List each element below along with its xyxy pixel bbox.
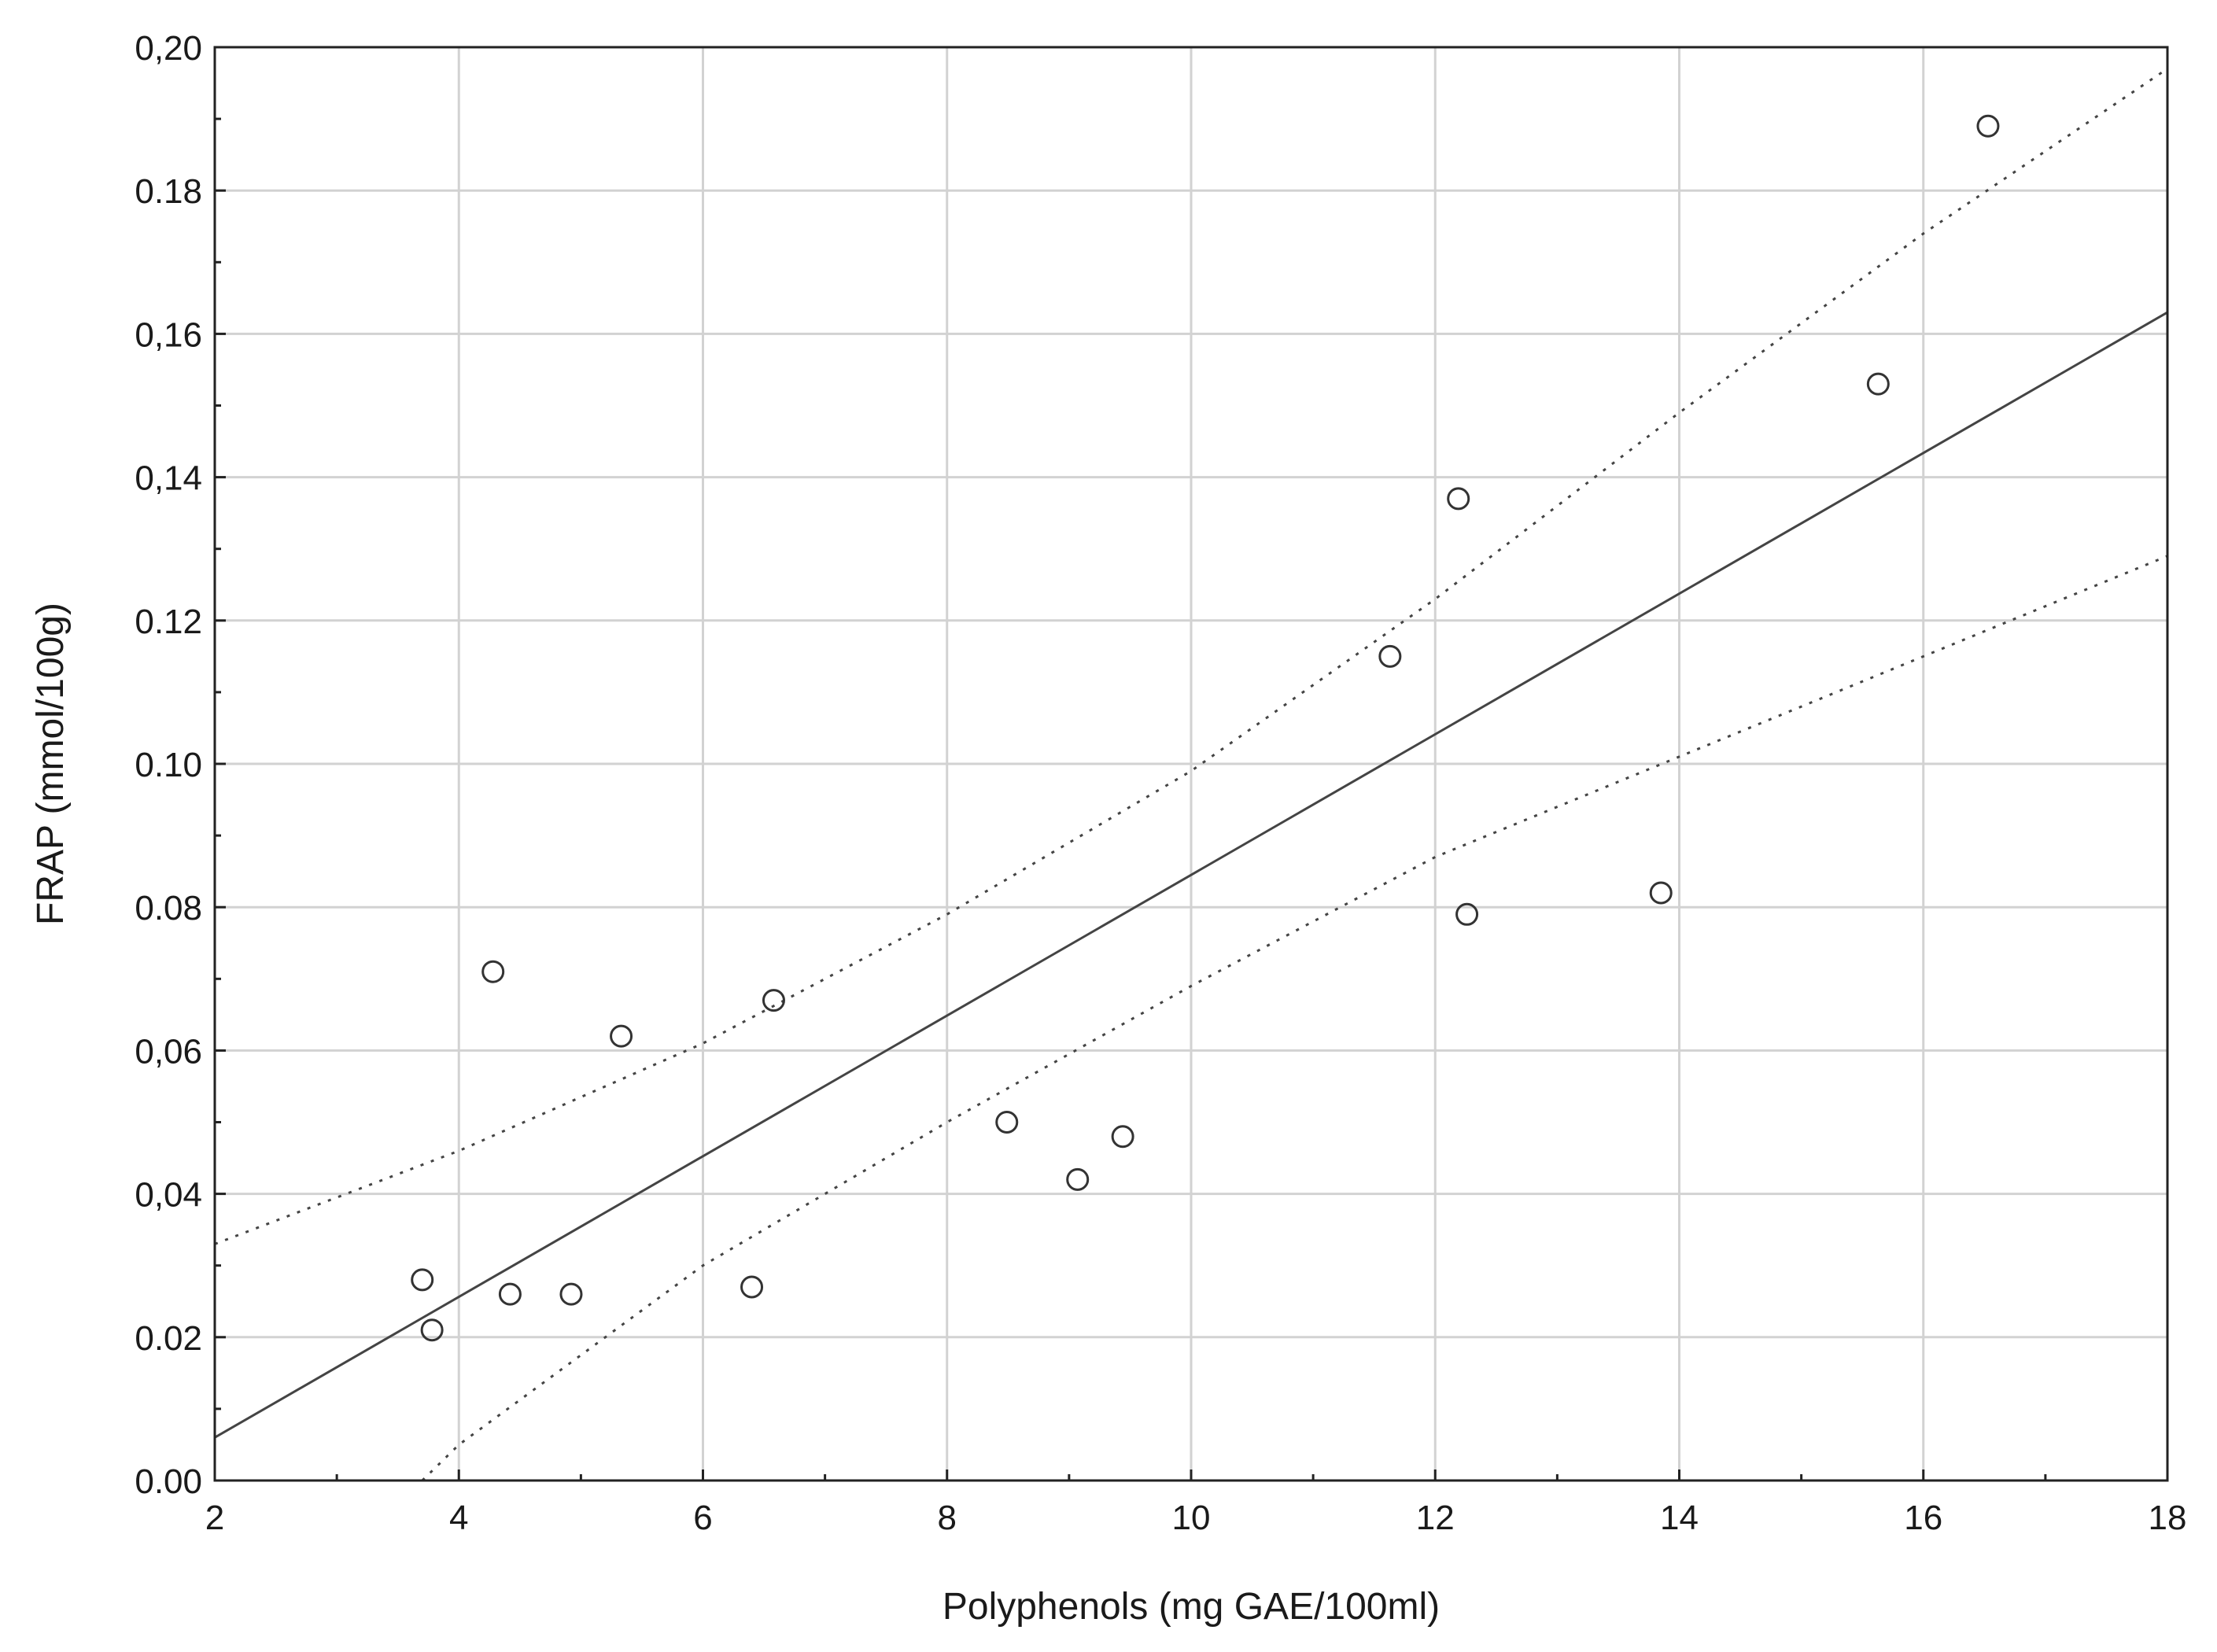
y-tick-label: 0.18 — [135, 172, 202, 211]
data-point — [498, 1282, 522, 1306]
y-tick-label: 0.00 — [135, 1462, 202, 1501]
x-tick-label: 16 — [1904, 1499, 1942, 1537]
gridlines — [215, 47, 2167, 1481]
data-point — [411, 1268, 434, 1292]
plot-frame — [213, 46, 2169, 1482]
data-point — [762, 989, 785, 1012]
data-point — [559, 1282, 583, 1306]
data-point — [1455, 902, 1479, 926]
x-tick-label: 14 — [1660, 1499, 1699, 1537]
data-point — [1066, 1167, 1090, 1191]
y-axis-ticks: 0.00 0.02 0,04 0,06 0.08 0.10 0.12 0,14 0,16 0.18… — [135, 29, 226, 1501]
confidence-band-lower — [421, 555, 2168, 1482]
regression-line-group — [214, 311, 2168, 1439]
x-tick-label: 18 — [2149, 1499, 2187, 1537]
x-tick-label: 2 — [205, 1499, 224, 1537]
data-point — [1447, 487, 1470, 511]
x-tick-label: 6 — [693, 1499, 712, 1537]
y-tick-label: 0,04 — [135, 1176, 202, 1215]
y-tick-label: 0.10 — [135, 746, 202, 784]
y-tick-label: 0,06 — [135, 1032, 202, 1071]
y-tick-label: 0.12 — [135, 603, 202, 641]
y-tick-label: 0.08 — [135, 889, 202, 927]
data-points — [411, 114, 2000, 1342]
y-tick-label: 0.02 — [135, 1319, 202, 1358]
x-tick-label: 10 — [1172, 1499, 1211, 1537]
data-point — [1111, 1125, 1134, 1149]
data-point — [1649, 881, 1673, 905]
data-point — [1866, 372, 1890, 396]
data-point — [740, 1275, 764, 1299]
y-axis-title: FRAP (mmol/100g) — [30, 603, 72, 925]
y-tick-label: 0,20 — [135, 29, 202, 68]
regression-line — [214, 311, 2168, 1439]
x-axis-title: Polyphenols (mg GAE/100ml) — [943, 1586, 1440, 1628]
x-tick-label: 4 — [449, 1499, 468, 1537]
y-tick-label: 0,14 — [135, 459, 202, 498]
data-point — [481, 960, 505, 983]
confidence-bands — [214, 68, 2168, 1482]
data-point — [995, 1111, 1019, 1134]
x-tick-label: 8 — [938, 1499, 957, 1537]
x-axis-ticks: 2 4 6 8 10 12 14 16 18 — [205, 1469, 2187, 1537]
data-point — [610, 1024, 633, 1048]
x-tick-label: 12 — [1416, 1499, 1455, 1537]
confidence-band-upper — [214, 68, 2168, 1245]
data-point — [1378, 644, 1402, 668]
data-point — [420, 1318, 444, 1342]
data-point — [1976, 114, 2000, 138]
y-tick-label: 0,16 — [135, 315, 202, 354]
